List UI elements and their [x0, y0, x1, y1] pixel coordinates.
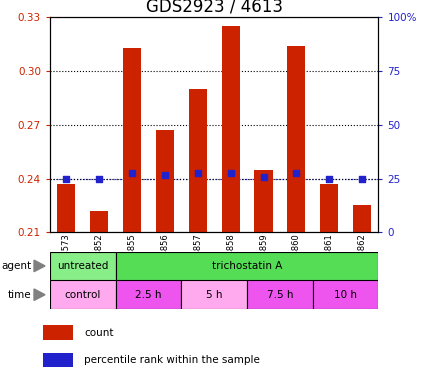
Bar [221, 26, 239, 232]
Point [95, 175, 102, 182]
Text: 7.5 h: 7.5 h [266, 290, 293, 300]
Text: 5 h: 5 h [206, 290, 222, 300]
Bar [312, 280, 378, 309]
Bar [155, 130, 174, 232]
Text: agent: agent [1, 261, 31, 271]
Text: 2.5 h: 2.5 h [135, 290, 161, 300]
Text: 10 h: 10 h [333, 290, 356, 300]
Text: GDS2923 / 4613: GDS2923 / 4613 [145, 0, 282, 15]
Bar [188, 89, 207, 232]
Polygon shape [34, 260, 45, 272]
Text: trichostatin A: trichostatin A [211, 261, 282, 271]
Text: control: control [65, 290, 101, 300]
Point [292, 170, 299, 176]
Text: untreated: untreated [57, 261, 108, 271]
Bar [286, 46, 305, 232]
Bar [43, 325, 73, 340]
Point [63, 175, 70, 182]
Point [161, 172, 168, 178]
Bar [254, 170, 272, 232]
Bar [352, 205, 370, 232]
Bar [50, 252, 115, 280]
Point [128, 170, 135, 176]
Point [194, 170, 201, 176]
Bar [181, 280, 247, 309]
Bar [319, 184, 338, 232]
Point [325, 175, 332, 182]
Bar [57, 184, 76, 232]
Bar [43, 353, 73, 367]
Bar [90, 211, 108, 232]
Bar [50, 280, 115, 309]
Point [260, 174, 266, 180]
Polygon shape [34, 289, 45, 300]
Point [227, 170, 233, 176]
Bar [247, 280, 312, 309]
Text: count: count [84, 328, 113, 338]
Bar [123, 48, 141, 232]
Text: percentile rank within the sample: percentile rank within the sample [84, 355, 260, 365]
Bar [115, 252, 378, 280]
Point [358, 175, 365, 182]
Bar [115, 280, 181, 309]
Text: time: time [7, 290, 31, 300]
